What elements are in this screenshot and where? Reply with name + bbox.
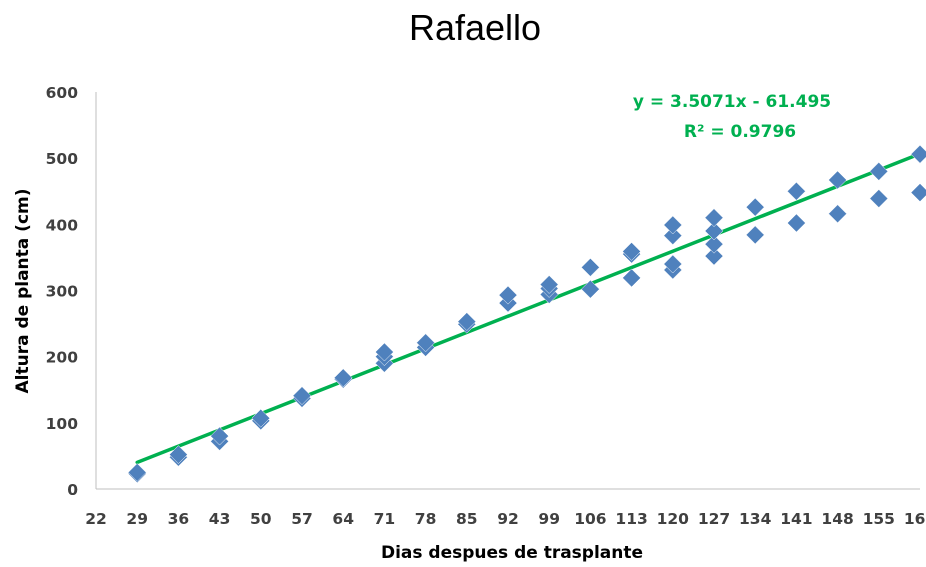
x-tick-label: 127 — [698, 510, 730, 528]
data-point — [622, 268, 641, 288]
data-point — [787, 213, 806, 233]
x-tick-label: 22 — [85, 510, 107, 528]
data-point — [869, 189, 889, 208]
x-tick-label: 43 — [209, 510, 231, 528]
y-tick-label: 300 — [46, 283, 79, 301]
x-tick-label: 78 — [415, 510, 437, 528]
data-point — [828, 204, 847, 224]
x-tick-label: 155 — [863, 510, 895, 528]
data-point — [333, 368, 353, 388]
data-point — [251, 408, 271, 428]
chart-title: Rafaello — [409, 7, 541, 48]
y-tick-label: 0 — [67, 481, 78, 499]
axes — [95, 92, 920, 490]
x-tick-label: 50 — [250, 510, 272, 528]
data-point — [581, 279, 600, 299]
data-point — [745, 225, 765, 245]
data-point — [704, 221, 724, 241]
x-tick-label: 106 — [574, 510, 606, 528]
data-points — [127, 144, 926, 484]
data-point — [416, 333, 435, 353]
y-tick-label: 100 — [46, 415, 79, 433]
data-point — [539, 275, 559, 294]
trendline-equation: y = 3.5071x - 61.495 — [633, 92, 831, 112]
x-axis-title: Dias despues de trasplante — [381, 543, 643, 563]
x-tick-labels: 22 29 36 43 50 57 64 71 78 85 92 99 106 113 120 127 134 1… — [85, 510, 926, 528]
x-tick-label: 92 — [497, 510, 519, 528]
data-point — [745, 197, 765, 217]
x-tick-label: 141 — [780, 510, 812, 528]
x-tick-label: 162 — [904, 510, 926, 528]
data-point — [663, 226, 683, 245]
trendline-group — [135, 152, 922, 465]
y-tick-label: 400 — [46, 216, 79, 234]
x-tick-label: 120 — [657, 510, 690, 528]
y-tick-labels: 0 100 200 300 400 500 600 — [46, 84, 79, 499]
data-point — [292, 386, 312, 406]
x-tick-label: 99 — [538, 510, 560, 528]
data-point — [869, 162, 889, 181]
data-point — [498, 285, 518, 305]
data-point — [704, 246, 724, 266]
data-point — [457, 312, 477, 331]
x-tick-label: 113 — [615, 510, 647, 528]
data-point — [704, 208, 724, 228]
y-tick-label: 600 — [46, 84, 79, 102]
data-point — [622, 242, 641, 261]
data-point — [787, 181, 806, 201]
data-point — [127, 463, 147, 482]
y-axis-title: Altura de planta (cm) — [13, 188, 33, 393]
x-tick-label: 64 — [332, 510, 354, 528]
data-point — [828, 170, 847, 190]
trendline — [135, 152, 922, 465]
data-point — [704, 234, 724, 254]
data-point — [910, 144, 926, 164]
x-tick-label: 148 — [821, 510, 853, 528]
x-tick-label: 29 — [126, 510, 148, 528]
data-point — [169, 445, 188, 464]
data-point — [581, 257, 600, 277]
x-tick-label: 57 — [291, 510, 313, 528]
x-tick-label: 85 — [456, 510, 478, 528]
x-tick-label: 36 — [168, 510, 190, 528]
data-point — [663, 215, 683, 235]
y-tick-label: 200 — [46, 349, 79, 367]
data-point — [375, 342, 394, 362]
y-tick-label: 500 — [46, 150, 79, 168]
data-point — [663, 254, 683, 274]
data-point — [910, 183, 926, 202]
trendline-r2: R² = 0.9796 — [684, 122, 796, 142]
x-tick-label: 71 — [374, 510, 396, 528]
x-tick-label: 134 — [739, 510, 772, 528]
data-point — [210, 426, 229, 446]
